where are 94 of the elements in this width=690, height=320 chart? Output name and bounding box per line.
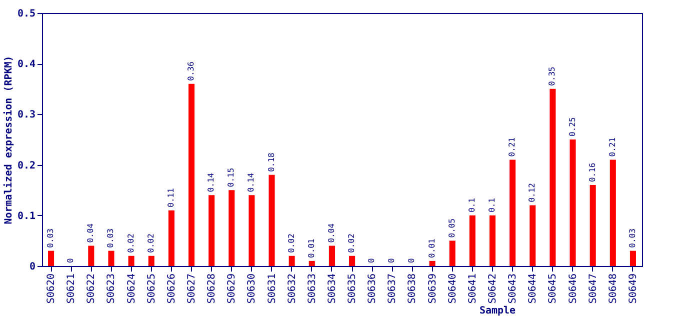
data-label: 0.01 bbox=[427, 238, 436, 258]
bar bbox=[349, 256, 356, 266]
data-label: 0.36 bbox=[186, 61, 196, 81]
data-label: 0.11 bbox=[166, 188, 176, 208]
data-label: 0 bbox=[367, 258, 376, 263]
bar bbox=[188, 84, 195, 266]
data-label: 0.21 bbox=[608, 137, 617, 157]
x-tick-label: S0627 bbox=[186, 274, 198, 304]
data-label: 0.05 bbox=[447, 218, 456, 238]
data-label: 0.02 bbox=[126, 233, 136, 253]
data-label: 0.35 bbox=[548, 66, 557, 86]
bar bbox=[228, 190, 235, 266]
x-tick-label: S0648 bbox=[608, 274, 619, 304]
data-label: 0.1 bbox=[488, 198, 496, 212]
bar bbox=[610, 160, 616, 266]
y-tick-label: 0.2 bbox=[17, 160, 36, 172]
data-label: 0 bbox=[407, 258, 416, 263]
x-tick-label: S0621 bbox=[66, 274, 78, 304]
y-tick-label: 0.1 bbox=[17, 210, 36, 222]
y-tick-label: 0.4 bbox=[17, 59, 36, 70]
bar bbox=[530, 205, 536, 266]
x-tick-label: S0638 bbox=[407, 274, 418, 304]
bar bbox=[308, 260, 315, 266]
x-tick-label: S0628 bbox=[206, 274, 218, 304]
y-axis-title: Normalized expression (RPKM) bbox=[2, 56, 14, 224]
x-tick-label: S0647 bbox=[588, 274, 599, 304]
bar bbox=[469, 215, 476, 266]
bar bbox=[328, 246, 335, 266]
x-tick-label: S0646 bbox=[568, 274, 579, 304]
x-tick-label: S0620 bbox=[46, 274, 58, 304]
bar bbox=[630, 250, 636, 266]
bar bbox=[449, 240, 456, 266]
data-label: 0.14 bbox=[206, 172, 216, 192]
data-label: 0 bbox=[66, 258, 76, 263]
x-tick-label: S0645 bbox=[548, 274, 559, 304]
bar bbox=[590, 185, 596, 266]
bar bbox=[88, 246, 94, 266]
bar bbox=[168, 210, 174, 266]
x-tick-label: S0635 bbox=[347, 274, 358, 304]
bar bbox=[510, 160, 516, 266]
x-tick-label: S0639 bbox=[427, 274, 438, 304]
data-label: 0.16 bbox=[588, 162, 597, 182]
x-tick-label: S0636 bbox=[367, 274, 378, 304]
data-label: 0.03 bbox=[106, 228, 116, 248]
data-label: 0 bbox=[387, 258, 396, 263]
data-label: 0.15 bbox=[226, 168, 236, 188]
x-tick-label: S0640 bbox=[447, 274, 458, 304]
data-label: 0.21 bbox=[508, 137, 517, 157]
x-tick-label: S0649 bbox=[628, 274, 639, 304]
x-tick-label: S0626 bbox=[166, 274, 178, 304]
data-label: 0.1 bbox=[467, 198, 476, 212]
x-tick-label: S0632 bbox=[286, 274, 298, 304]
x-tick-label: S0630 bbox=[246, 274, 258, 304]
x-tick-label: S0637 bbox=[387, 274, 398, 304]
data-label: 0.18 bbox=[266, 152, 276, 172]
bar bbox=[550, 88, 556, 266]
data-label: 0.03 bbox=[46, 228, 56, 248]
bar bbox=[429, 260, 436, 266]
x-tick-label: S0622 bbox=[86, 274, 98, 304]
x-tick-label: S0644 bbox=[528, 274, 539, 304]
x-tick-label: S0642 bbox=[488, 274, 498, 304]
bar bbox=[570, 140, 576, 266]
bar bbox=[48, 250, 54, 266]
bar bbox=[128, 256, 134, 266]
data-label: 0.02 bbox=[286, 233, 296, 253]
x-tick-label: S0623 bbox=[106, 274, 118, 304]
y-tick-label: 0.3 bbox=[17, 110, 36, 121]
bar bbox=[248, 195, 255, 266]
data-label: 0.25 bbox=[568, 117, 577, 136]
data-label: 0.02 bbox=[146, 233, 156, 253]
data-label: 0.02 bbox=[347, 233, 356, 253]
y-tick-label: 0.5 bbox=[17, 8, 36, 20]
x-tick-label: S0641 bbox=[467, 274, 478, 304]
y-tick-label: 0 bbox=[29, 262, 36, 272]
x-tick-label: S0633 bbox=[306, 274, 318, 304]
x-tick-label: S0634 bbox=[326, 274, 338, 304]
data-label: 0.14 bbox=[246, 172, 256, 192]
bar bbox=[108, 250, 114, 266]
bar bbox=[148, 256, 154, 266]
data-label: 0.04 bbox=[86, 223, 96, 243]
bar bbox=[489, 215, 496, 266]
data-label: 0.12 bbox=[528, 182, 537, 202]
bar bbox=[208, 195, 215, 266]
x-tick-label: S0629 bbox=[226, 274, 238, 304]
x-tick-label: S0625 bbox=[146, 274, 158, 304]
x-tick-label: S0643 bbox=[508, 274, 519, 304]
x-tick-label: S0631 bbox=[266, 274, 278, 304]
data-label: 0.03 bbox=[628, 228, 637, 248]
data-label: 0.04 bbox=[326, 223, 336, 243]
x-axis-title: Sample bbox=[479, 306, 516, 317]
x-tick-label: S0624 bbox=[126, 274, 138, 304]
data-label: 0.01 bbox=[306, 238, 316, 258]
bar bbox=[268, 174, 275, 266]
bar bbox=[288, 256, 295, 266]
